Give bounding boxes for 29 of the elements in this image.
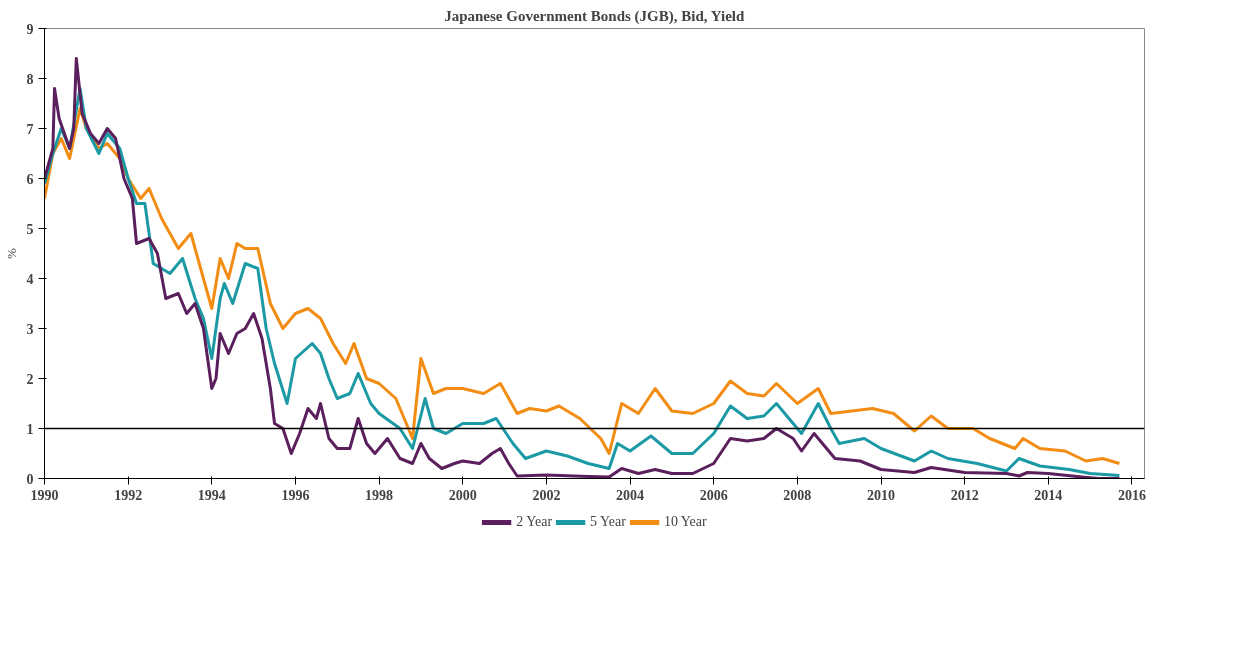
y-tick-label: 1 xyxy=(26,421,34,437)
x-tick-label: 1992 xyxy=(114,487,143,503)
y-tick-label: 8 xyxy=(26,71,34,87)
x-tick-label: 2000 xyxy=(448,487,477,503)
y-tick-label: 4 xyxy=(26,271,34,287)
legend-label: 2 Year xyxy=(516,514,553,530)
legend-label: 5 Year xyxy=(590,514,626,530)
x-tick-label: 1990 xyxy=(30,487,59,503)
y-tick-label: 3 xyxy=(26,321,34,337)
x-tick-label: 2006 xyxy=(699,487,728,503)
x-tick-label: 2004 xyxy=(616,487,645,503)
x-tick-label: 2016 xyxy=(1117,487,1146,503)
y-tick-label: 6 xyxy=(26,171,34,187)
y-tick-label: 2 xyxy=(26,371,34,387)
x-tick-label: 1996 xyxy=(281,487,310,503)
y-axis-title: % xyxy=(3,247,19,259)
chart-title: Japanese Government Bonds (JGB), Bid, Yield xyxy=(444,7,745,25)
y-tick-label: 0 xyxy=(26,471,34,487)
x-tick-label: 1998 xyxy=(365,487,394,503)
x-tick-label: 2010 xyxy=(867,487,895,503)
y-tick-label: 7 xyxy=(26,121,34,137)
legend-label: 10 Year xyxy=(663,514,707,530)
x-tick-label: 2002 xyxy=(532,487,561,503)
y-tick-label: 9 xyxy=(26,21,34,37)
y-tick-label: 5 xyxy=(26,221,34,237)
x-tick-label: 2014 xyxy=(1034,487,1063,503)
x-tick-label: 2008 xyxy=(783,487,812,503)
x-tick-label: 2012 xyxy=(950,487,979,503)
x-tick-label: 1994 xyxy=(197,487,226,503)
